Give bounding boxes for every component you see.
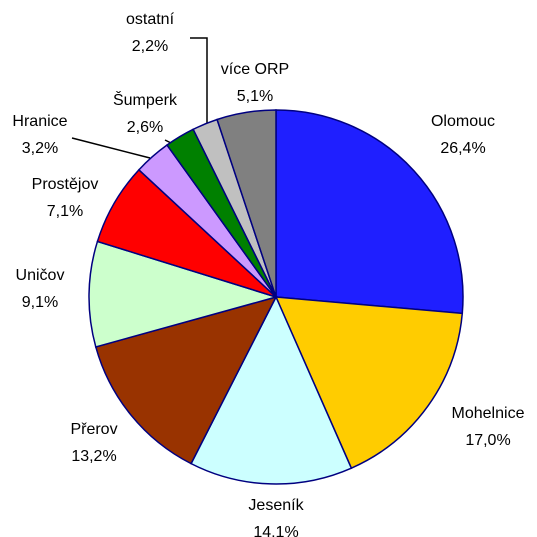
pie-slice [274, 296, 464, 470]
leader-line [71, 137, 151, 159]
slice-label: ostatní [126, 11, 175, 28]
slice-label: Jeseník [248, 497, 304, 514]
leader-line [190, 37, 208, 124]
pie-slice [216, 109, 277, 298]
slice-value-label: 2,2% [132, 38, 168, 55]
slice-label: více ORP [221, 61, 289, 78]
pie-slice [275, 109, 464, 315]
slice-value-label: 26,4% [440, 140, 485, 157]
slice-value-label: 7,1% [47, 203, 83, 220]
slice-value-label: 9,1% [22, 294, 58, 311]
slice-value-label: 14,1% [253, 524, 298, 537]
slice-label: Prostějov [32, 176, 99, 193]
slice-label: Šumperk [113, 90, 178, 109]
pie-slice [190, 295, 353, 485]
slice-label: Hranice [12, 113, 67, 130]
slice-value-label: 2,6% [127, 119, 163, 136]
pie-slice [94, 295, 278, 465]
slice-value-label: 17,0% [465, 432, 510, 449]
pie-slice [88, 240, 279, 348]
slice-value-label: 5,1% [237, 88, 273, 105]
slice-value-label: 13,2% [71, 448, 116, 465]
slice-label: Uničov [16, 267, 65, 284]
slice-label: Olomouc [431, 113, 495, 130]
slice-label: Mohelnice [452, 405, 525, 422]
slice-label: Přerov [70, 421, 117, 438]
slice-value-label: 3,2% [22, 140, 58, 157]
